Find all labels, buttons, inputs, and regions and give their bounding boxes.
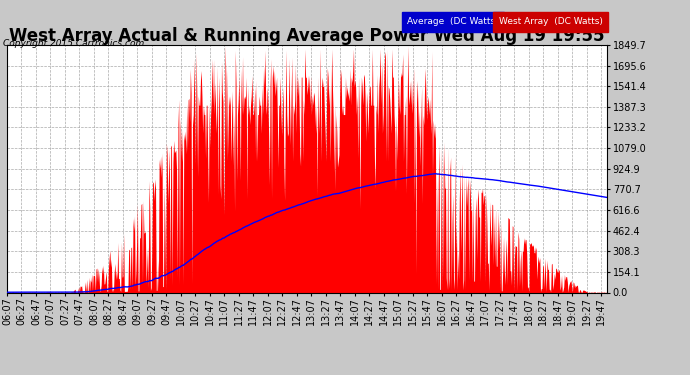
Text: Copyright 2015 Cartronics.com: Copyright 2015 Cartronics.com: [3, 39, 145, 48]
Title: West Array Actual & Running Average Power Wed Aug 19 19:55: West Array Actual & Running Average Powe…: [9, 27, 605, 45]
Legend: Average  (DC Watts), West Array  (DC Watts): Average (DC Watts), West Array (DC Watts…: [407, 17, 602, 26]
